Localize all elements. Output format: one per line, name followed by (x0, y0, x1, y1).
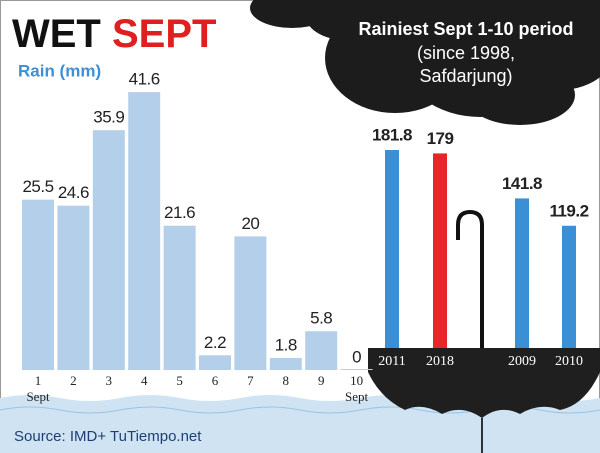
x-tick-label: 1 (35, 373, 42, 388)
value-label: 0 (352, 347, 361, 366)
bar-stub (22, 369, 54, 370)
value-label: 20 (241, 214, 259, 233)
value-label: 5.8 (310, 309, 332, 328)
bar (385, 150, 399, 370)
title-part: WET (12, 12, 101, 56)
value-label: 25.5 (22, 177, 53, 196)
source: Source: IMD+ TuTiempo.net (14, 428, 202, 445)
bar (433, 153, 447, 370)
bar-stub (92, 369, 125, 370)
chart-title: Rainiest Sept 1-10 period (358, 19, 573, 39)
value-label: 21.6 (164, 203, 195, 222)
value-label: 179 (427, 129, 454, 148)
x-tick-label: 2018 (426, 354, 454, 369)
title-part: SEPT (112, 12, 216, 56)
chart-subtitle: Safdarjung) (419, 66, 512, 86)
x-tick-label: 5 (176, 373, 183, 388)
bar-stub (128, 369, 161, 370)
value-label: 1.8 (275, 335, 297, 354)
bar-stub (269, 369, 302, 370)
bar-stub (234, 369, 267, 370)
value-label: 35.9 (93, 108, 124, 127)
x-tick-label: 8 (283, 373, 290, 388)
x-tick-label: 9 (318, 373, 325, 388)
bar-stub (305, 369, 338, 370)
clouds (250, 0, 600, 125)
y-axis-label: Rain (mm) (18, 61, 101, 80)
umbrella-handle (456, 209, 484, 348)
bar (269, 357, 302, 370)
bar (22, 199, 54, 370)
x-tick-label: 4 (141, 373, 148, 388)
bar (57, 205, 90, 370)
bar (562, 225, 576, 370)
bar-stub (340, 369, 373, 370)
value-label: 2.2 (204, 333, 226, 352)
bar (515, 198, 529, 370)
bar (305, 331, 338, 370)
x-tick-label: 7 (247, 373, 254, 388)
bar (92, 130, 125, 370)
x-tick-label: 6 (212, 373, 219, 388)
bar (128, 92, 161, 370)
value-label: 141.8 (502, 174, 542, 193)
bar-stub (199, 369, 231, 370)
umbrella (368, 348, 600, 418)
chart-subtitle: (since 1998, (417, 43, 515, 63)
x-tick-label: 2011 (378, 354, 405, 369)
x-tick-label: 2009 (508, 354, 536, 369)
value-label: 181.8 (372, 126, 412, 145)
bar (163, 225, 196, 370)
x-tick-label: 2010 (555, 354, 583, 369)
bar-stub (57, 369, 90, 370)
title: WET SEPT (12, 12, 216, 56)
bar (234, 236, 267, 370)
bar (199, 355, 231, 370)
x-tick-label: 3 (106, 373, 113, 388)
x-tick-label: 10 (350, 373, 363, 388)
value-label: 119.2 (549, 201, 588, 220)
bar-stub (163, 369, 196, 370)
value-label: 41.6 (129, 70, 160, 89)
value-label: 24.6 (58, 183, 89, 202)
x-tick-label: 2 (70, 373, 77, 388)
x-tick-sublabel: Sept (26, 389, 50, 404)
x-tick-sublabel: Sept (345, 389, 369, 404)
